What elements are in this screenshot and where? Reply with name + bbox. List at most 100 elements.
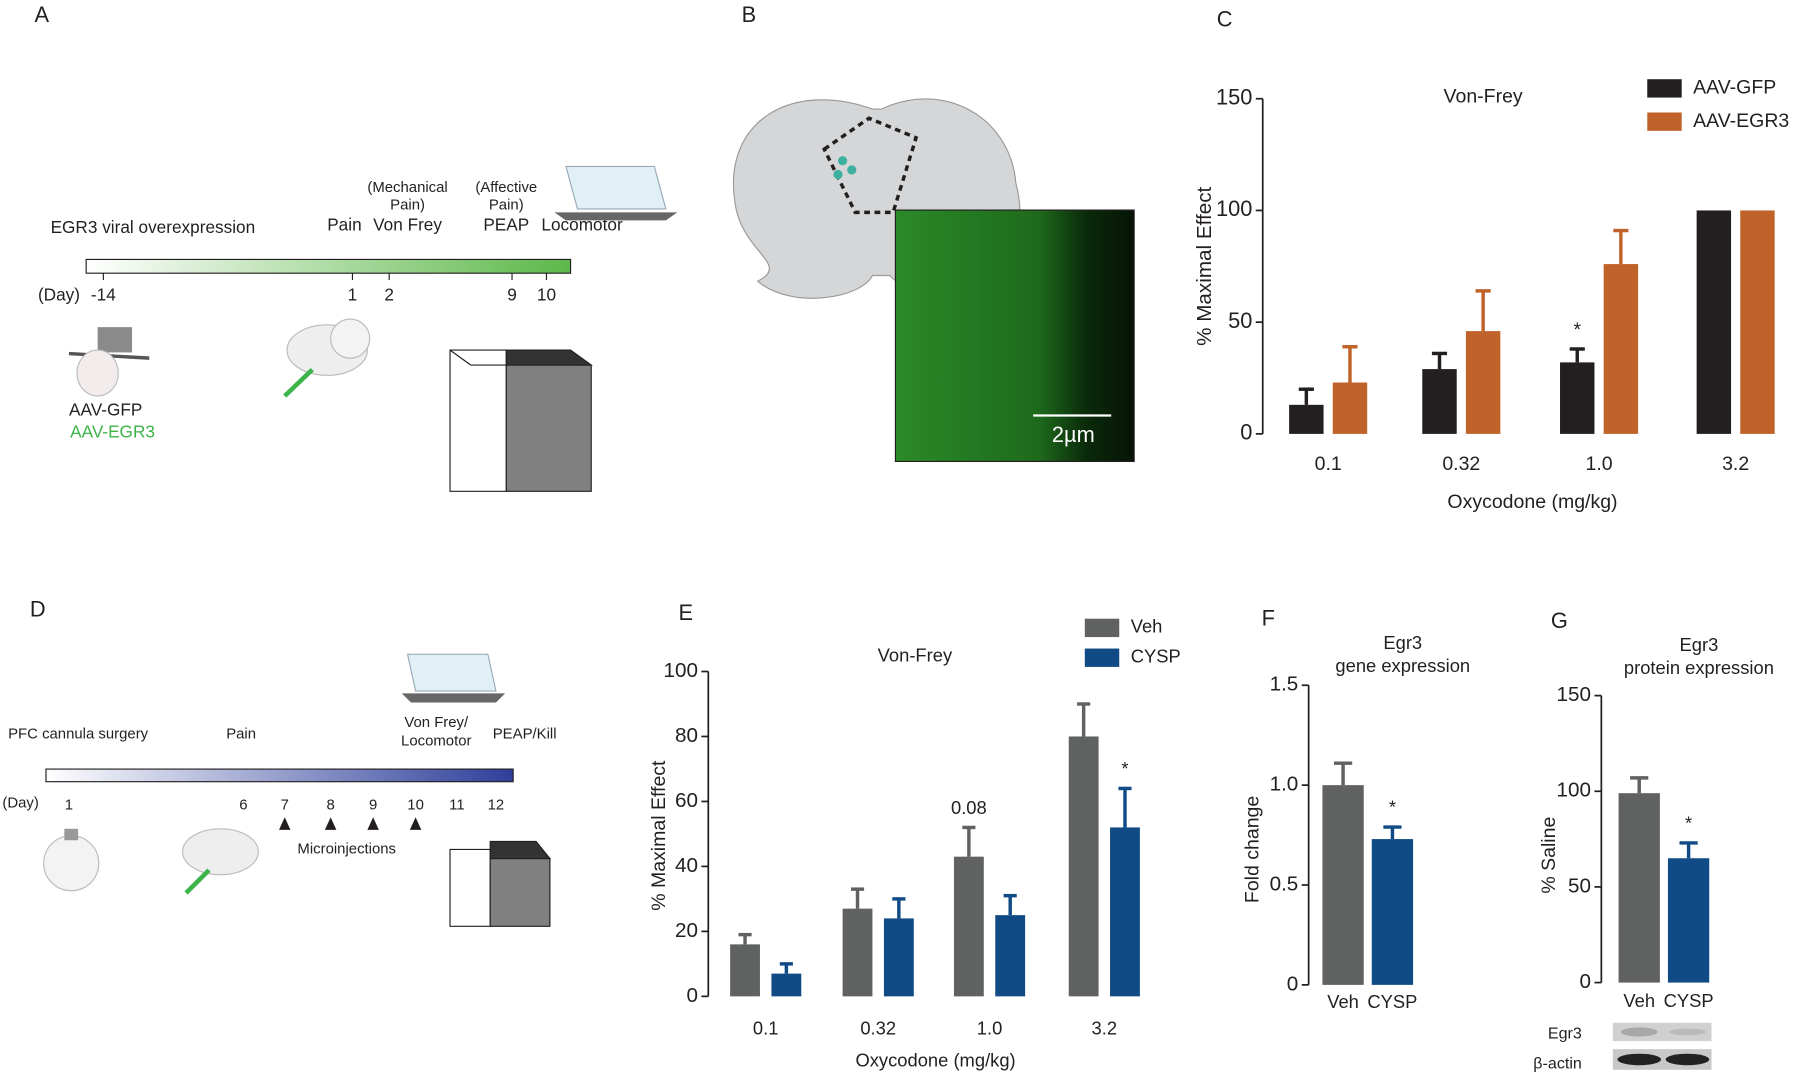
day: 2	[384, 285, 394, 305]
y-tick-label: 150	[1216, 84, 1252, 109]
vector-label: AAV-EGR3	[70, 421, 155, 441]
legend-swatch	[1084, 648, 1120, 667]
significance-label: *	[1685, 812, 1692, 833]
event-note: Pain)	[390, 196, 425, 213]
x-tick-label: 0.1	[753, 1017, 779, 1038]
bar	[842, 908, 873, 997]
bar	[771, 973, 802, 997]
bar	[1068, 736, 1099, 997]
open-field-box	[554, 165, 678, 221]
day: 9	[507, 285, 517, 305]
x-tick-label: 1.0	[1585, 453, 1612, 475]
legend-swatch	[1647, 112, 1682, 131]
day: 12	[488, 797, 505, 814]
event-note: (Affective	[475, 179, 537, 196]
event-label: Locomotor	[401, 732, 471, 749]
micrograph	[894, 209, 1135, 463]
x-tick-label: 0.1	[1315, 453, 1342, 475]
bar	[1332, 382, 1368, 434]
blot-row-label: β-actin	[1533, 1054, 1582, 1072]
event-label: PEAP	[483, 215, 529, 235]
day: 9	[369, 797, 377, 814]
legend-label: CYSP	[1131, 646, 1181, 667]
y-tick-label: 1.0	[1270, 773, 1299, 796]
vector-label: AAV-GFP	[69, 399, 142, 419]
timeline-bar	[45, 768, 514, 783]
event-note: Pain)	[489, 196, 524, 213]
y-tick-label: 50	[1568, 874, 1591, 897]
event-note: (Mechanical	[367, 179, 447, 196]
chart-subtitle: gene expression	[1335, 655, 1470, 676]
legend-label: AAV-EGR3	[1693, 110, 1789, 132]
y-tick-label: 50	[1228, 308, 1252, 333]
x-tick-label: 0.32	[1442, 453, 1480, 475]
event-label: Microinjections	[297, 840, 396, 857]
panel-label: F	[1262, 606, 1275, 631]
y-axis-label: Fold change	[1242, 796, 1264, 903]
y-axis-label: % Maximal Effect	[648, 760, 670, 911]
mouse-injection	[283, 318, 371, 398]
bar	[1603, 264, 1639, 434]
y-tick-label: 100	[664, 659, 698, 682]
day: 11	[449, 797, 464, 814]
event-label: PEAP/Kill	[493, 726, 557, 743]
x-axis-label: Oxycodone (mg/kg)	[855, 1050, 1015, 1071]
panel-label: A	[35, 2, 50, 27]
legend-swatch	[1084, 618, 1120, 638]
x-tick-label: 1.0	[977, 1017, 1003, 1038]
day: 7	[281, 797, 289, 814]
bar	[1618, 793, 1660, 983]
timeline-ticks	[102, 273, 548, 281]
panel-label: E	[678, 600, 693, 625]
panel-label: G	[1551, 608, 1568, 633]
bar	[1422, 369, 1457, 434]
event-label: Von Frey	[373, 215, 442, 235]
place-preference-box	[449, 840, 552, 927]
y-tick-label: 100	[1557, 779, 1591, 802]
bar	[953, 856, 984, 997]
event-label: Von Frey/	[404, 714, 469, 731]
day: 8	[327, 797, 335, 814]
bar	[1289, 404, 1324, 434]
day: 1	[65, 797, 73, 814]
mouse-injection	[182, 828, 259, 895]
y-tick-label: 60	[675, 789, 698, 812]
x-tick-label: CYSP	[1367, 991, 1417, 1012]
panel-label: D	[30, 596, 46, 621]
scale-bar-label: 2µm	[1052, 422, 1095, 447]
chart-title: Von-Frey	[1444, 86, 1523, 108]
injection-markers	[279, 817, 422, 830]
y-tick-label: 40	[675, 854, 698, 877]
y-tick-label: 80	[675, 724, 698, 747]
mouse-cannula	[43, 828, 100, 892]
x-tick-label: 3.2	[1092, 1017, 1118, 1038]
chart-subtitle: protein expression	[1624, 657, 1774, 678]
day-label: (Day)	[2, 794, 38, 811]
y-axis-label: % Saline	[1538, 817, 1560, 894]
significance-label: *	[1121, 758, 1128, 779]
legend-label: Veh	[1131, 616, 1163, 637]
bar	[883, 918, 914, 997]
brain-section: 2µm	[732, 98, 1135, 463]
event-label: EGR3 viral overexpression	[51, 217, 256, 237]
day: -14	[91, 285, 116, 305]
x-tick-label: 3.2	[1722, 453, 1749, 475]
timeline-d: PFC cannula surgery Pain Von Frey/ Locom…	[2, 653, 557, 927]
timeline-a: EGR3 viral overexpression Pain (Mechanic…	[38, 165, 678, 492]
legend-label: AAV-GFP	[1693, 77, 1776, 99]
significance-label: 0.08	[951, 797, 987, 818]
day: 1	[348, 285, 358, 305]
significance-label: *	[1389, 797, 1396, 818]
panel-label: B	[742, 2, 757, 27]
significance-label: *	[1573, 319, 1581, 341]
bar	[1560, 362, 1595, 434]
bar	[1465, 331, 1501, 434]
y-tick-label: 100	[1216, 196, 1252, 221]
chart-title: Egr3	[1680, 634, 1719, 655]
y-tick-label: 1.5	[1270, 673, 1299, 696]
bar	[995, 915, 1026, 997]
event-label: PFC cannula surgery	[8, 726, 149, 743]
y-tick-label: 0	[686, 984, 698, 1007]
x-tick-label: Veh	[1623, 990, 1655, 1011]
